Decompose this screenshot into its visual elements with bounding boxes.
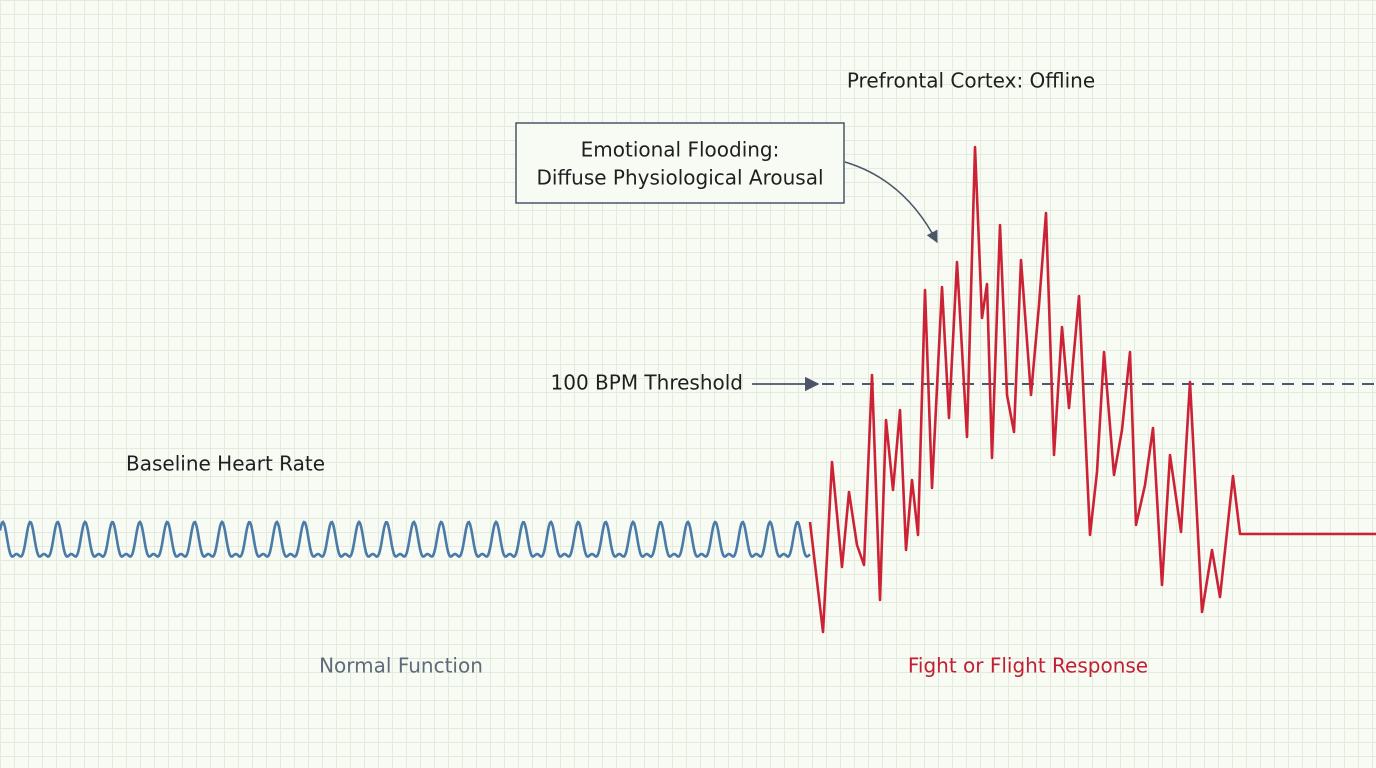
threshold-label: 100 BPM Threshold (551, 371, 744, 395)
section-label: Normal Function (319, 654, 483, 678)
baseline-wave (0, 520, 811, 559)
callout-line: Emotional Flooding: (581, 138, 780, 162)
top-label: Prefrontal Cortex: Offline (847, 69, 1095, 93)
section-label: Fight or Flight Response (908, 654, 1148, 678)
baseline-label: Baseline Heart Rate (126, 452, 325, 476)
callout-line: Diffuse Physiological Arousal (536, 166, 823, 190)
stress-wave (808, 145, 1376, 634)
callout-box (515, 122, 845, 204)
callout-arrow (844, 161, 938, 244)
